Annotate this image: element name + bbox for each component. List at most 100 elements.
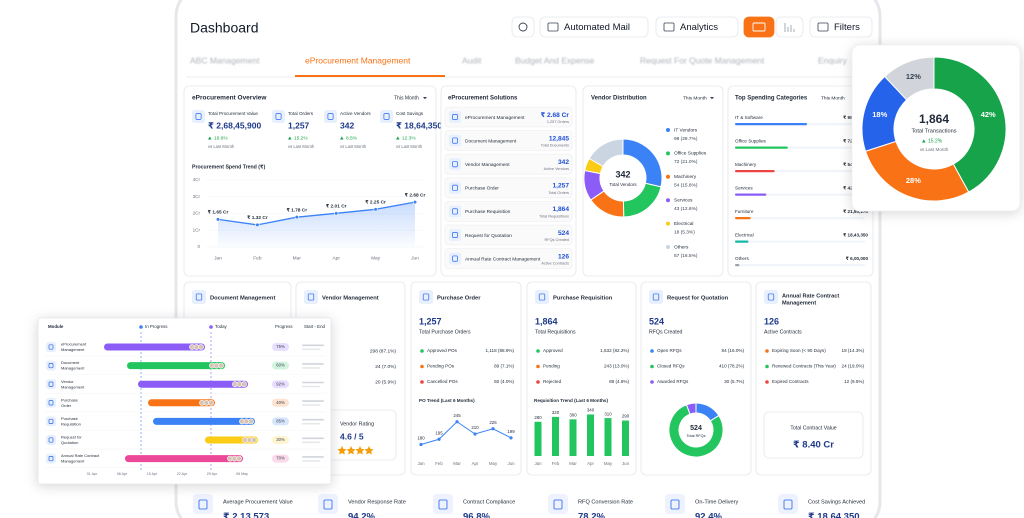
solution-value: 342 bbox=[558, 159, 569, 166]
solution-row[interactable] bbox=[444, 200, 573, 222]
date-placeholder bbox=[302, 422, 320, 425]
tab[interactable]: Audit bbox=[462, 55, 482, 65]
solution-row[interactable] bbox=[444, 248, 573, 270]
button-label[interactable]: Filters bbox=[834, 22, 860, 33]
category-label: Machinery bbox=[735, 162, 757, 167]
module-name: Order bbox=[61, 403, 72, 408]
row-value: 1,118 (88.9%) bbox=[485, 348, 514, 353]
data-label: ₹ 1.78 Cr bbox=[286, 207, 307, 213]
tab[interactable]: Enquiry bbox=[818, 55, 848, 65]
chart-view-button[interactable] bbox=[775, 16, 804, 38]
center-label: Total Vendors bbox=[609, 182, 637, 187]
row-value: 24 (19.0%) bbox=[842, 364, 865, 369]
point bbox=[419, 442, 423, 447]
progress-value: 60% bbox=[276, 363, 285, 368]
grid-view-button[interactable] bbox=[743, 16, 775, 38]
kpi-value: 92.4% bbox=[695, 512, 722, 518]
icon-glyph bbox=[438, 499, 448, 510]
line bbox=[217, 201, 416, 226]
kpi-value: 78.2% bbox=[578, 512, 605, 518]
solution-row[interactable] bbox=[444, 130, 573, 152]
button-icon bbox=[817, 22, 829, 32]
tab[interactable]: Budget And Expense bbox=[515, 55, 595, 65]
period-label[interactable]: This Month bbox=[683, 95, 707, 101]
solution-sub: RFQs Created bbox=[545, 238, 569, 242]
button-label[interactable]: Analytics bbox=[680, 22, 718, 33]
bar bbox=[735, 217, 751, 220]
icon-glyph bbox=[195, 293, 203, 301]
row-value: 89 (7.1%) bbox=[494, 364, 514, 369]
icon bbox=[449, 181, 461, 194]
y-tick-label: 3Cr bbox=[193, 194, 201, 199]
bar bbox=[735, 170, 775, 173]
card-subtitle: RFQs Created bbox=[649, 329, 683, 335]
module-name: Quotation bbox=[61, 440, 78, 445]
icon-glyph bbox=[48, 381, 54, 387]
icon-glyph bbox=[652, 293, 660, 301]
progress-value: 30% bbox=[276, 437, 285, 442]
solution-row[interactable] bbox=[444, 106, 573, 128]
icon-glyph bbox=[327, 113, 334, 120]
row-label: Approved bbox=[543, 348, 563, 353]
toolbar-button[interactable] bbox=[655, 16, 739, 38]
kpi-label: Cost Savings Achieved bbox=[808, 499, 865, 505]
bar-track bbox=[735, 217, 865, 220]
icon bbox=[764, 290, 778, 304]
card-title: Purchase Requisition bbox=[553, 296, 613, 302]
kpi-note: vs Last Month bbox=[340, 144, 367, 149]
category-value: ₹ 21,50,170 bbox=[843, 209, 868, 214]
row-label: Closed RFQs bbox=[657, 364, 685, 369]
progress-value: 40% bbox=[276, 400, 285, 405]
solution-value: 12,845 bbox=[549, 135, 570, 142]
module-name: Annual Rate Contract bbox=[61, 453, 100, 458]
legend-value: 98 (28.7%) bbox=[674, 136, 698, 142]
data-label: 320 bbox=[552, 410, 560, 415]
toolbar-button[interactable] bbox=[809, 16, 873, 38]
toolbar-button[interactable] bbox=[539, 16, 649, 38]
data-label: 199 bbox=[507, 429, 515, 434]
tab[interactable]: eProcurement Management bbox=[305, 55, 411, 65]
icon bbox=[46, 453, 56, 464]
period-label[interactable]: This Month bbox=[821, 95, 845, 101]
card-title: eProcurement Solutions bbox=[448, 96, 518, 102]
row-value: 50 (4.0%) bbox=[494, 379, 514, 384]
button-label[interactable]: Automated Mail bbox=[564, 22, 630, 33]
chart-icon bbox=[784, 23, 795, 32]
avatar bbox=[208, 399, 214, 406]
icon bbox=[449, 205, 461, 218]
icon-glyph bbox=[452, 232, 458, 238]
tab[interactable]: Request For Quote Management bbox=[640, 55, 765, 65]
date-placeholder bbox=[302, 381, 324, 384]
icon bbox=[449, 229, 461, 241]
bar bbox=[622, 420, 629, 456]
row-label: Approved POs bbox=[427, 348, 458, 353]
donut-segment bbox=[668, 404, 724, 458]
solution-name: Purchase Order bbox=[465, 186, 499, 192]
solution-row[interactable] bbox=[444, 177, 573, 199]
date-placeholder bbox=[302, 460, 320, 462]
date-placeholder bbox=[302, 437, 324, 440]
avatar bbox=[251, 437, 257, 443]
segment-label: 42% bbox=[981, 110, 996, 119]
icon bbox=[380, 110, 393, 123]
solution-row[interactable] bbox=[444, 153, 573, 175]
period-select[interactable] bbox=[386, 92, 430, 104]
period-label[interactable]: This Month bbox=[394, 95, 419, 101]
category-label: IT & Software bbox=[735, 115, 763, 120]
solution-name: Document Management bbox=[465, 138, 517, 144]
progress-pill bbox=[272, 436, 289, 444]
point bbox=[294, 215, 299, 220]
kpi-label: Active Vendors bbox=[340, 111, 371, 116]
avatar bbox=[236, 455, 242, 462]
data-label: ₹ 1.65 Cr bbox=[208, 210, 229, 216]
solution-row[interactable] bbox=[444, 224, 573, 246]
kpi-change: 18.6% bbox=[214, 135, 228, 141]
center-value: 342 bbox=[615, 169, 630, 179]
solution-sub: Total Orders bbox=[548, 191, 569, 195]
data-label: 280 bbox=[534, 415, 542, 420]
solution-name: Purchase Requisition bbox=[465, 209, 511, 215]
point bbox=[455, 420, 459, 424]
refresh-button[interactable] bbox=[511, 16, 535, 38]
tab[interactable]: ABC Management bbox=[190, 55, 260, 65]
kpi-label: Average Procurement Value bbox=[223, 499, 293, 505]
